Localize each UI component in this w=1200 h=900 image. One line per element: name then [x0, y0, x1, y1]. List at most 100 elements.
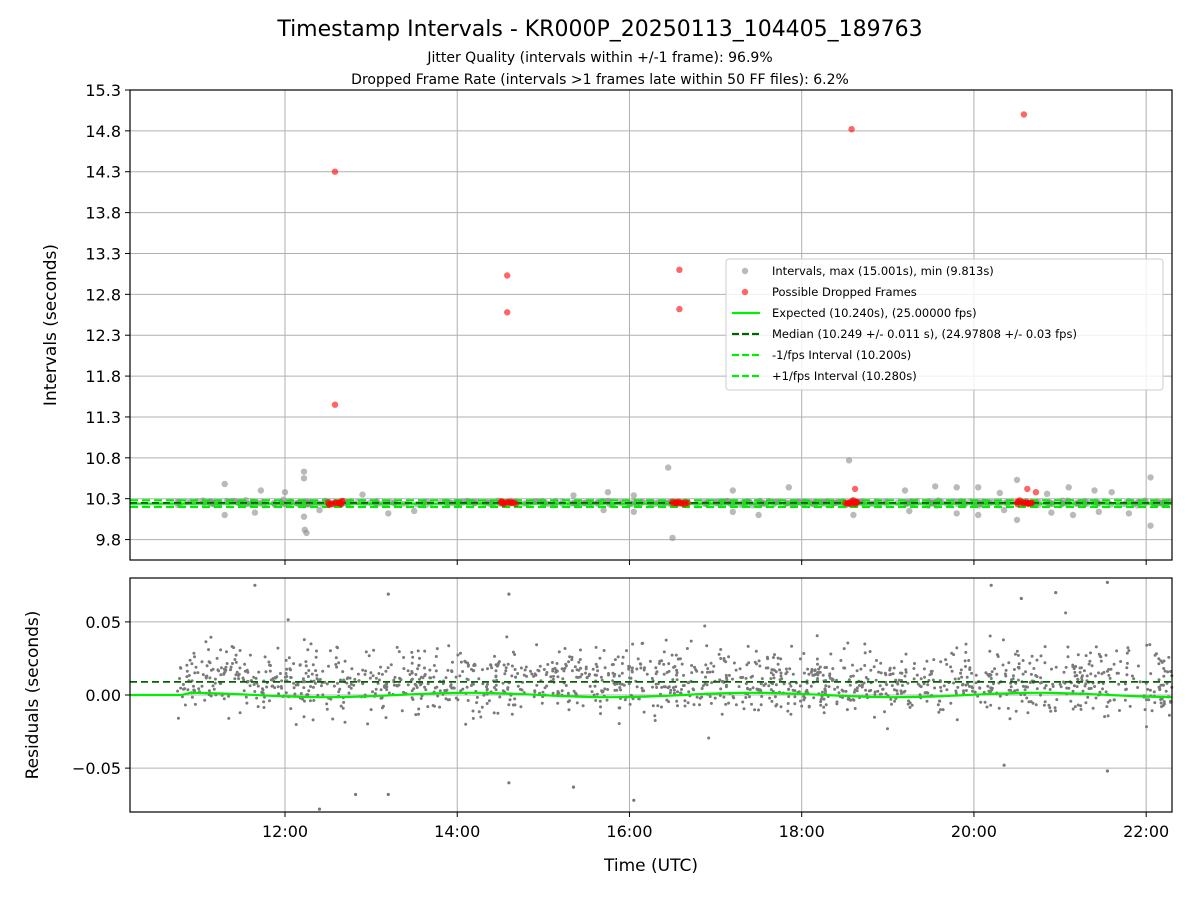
- residual-point: [879, 671, 883, 675]
- residual-point: [653, 714, 657, 718]
- residual-point: [219, 666, 223, 670]
- residual-point: [1003, 672, 1007, 676]
- residual-point: [349, 686, 353, 690]
- residual-point: [471, 709, 475, 713]
- residual-point: [216, 668, 220, 672]
- residual-point: [209, 635, 213, 639]
- residual-point: [1132, 677, 1136, 681]
- residual-point: [759, 682, 763, 686]
- residual-point: [1143, 708, 1147, 712]
- residual-point: [942, 684, 946, 688]
- y-tick-label: 10.8: [85, 449, 121, 468]
- residual-point: [419, 683, 422, 687]
- residual-point: [434, 655, 438, 658]
- residual-point: [767, 684, 771, 688]
- residual-point: [926, 691, 930, 695]
- residual-point: [1074, 665, 1078, 668]
- residual-point: [234, 673, 238, 677]
- residual-point: [823, 688, 827, 692]
- dropped-frame-point: [510, 499, 518, 506]
- residual-point: [420, 694, 424, 698]
- residual-point: [438, 705, 442, 709]
- residual-point: [451, 686, 455, 690]
- residual-point: [1048, 706, 1052, 710]
- residual-point: [974, 673, 978, 677]
- residual-point: [587, 674, 591, 677]
- legend-marker: [741, 288, 749, 296]
- residual-point: [1021, 684, 1025, 688]
- residual-point: [1079, 704, 1083, 708]
- residual-point: [886, 727, 889, 731]
- residual-point: [485, 685, 488, 689]
- residual-point: [529, 669, 532, 673]
- residual-point: [284, 691, 288, 695]
- residual-point: [660, 685, 664, 689]
- residual-point: [952, 681, 956, 685]
- residual-point: [865, 693, 869, 697]
- residual-point: [1099, 655, 1103, 659]
- residual-point: [904, 652, 908, 656]
- residual-point: [447, 644, 451, 648]
- dropped-frame-point: [504, 272, 511, 279]
- residual-point: [254, 676, 258, 680]
- residual-point: [839, 659, 843, 662]
- residual-point: [304, 671, 308, 675]
- residual-point: [1119, 660, 1123, 663]
- residual-point: [551, 677, 555, 681]
- residual-point: [613, 658, 617, 662]
- residual-point: [810, 667, 814, 671]
- residual-point: [292, 686, 296, 690]
- residual-point: [262, 706, 266, 709]
- dropped-frame-point: [851, 485, 859, 493]
- residual-point: [302, 686, 306, 690]
- residual-point: [382, 685, 386, 689]
- intervals-axes-frame: [129, 89, 1173, 561]
- legend-box: [725, 258, 1164, 391]
- residual-point: [384, 669, 388, 673]
- residual-point: [631, 642, 635, 646]
- residual-point: [732, 661, 736, 665]
- interval-point: [1091, 487, 1098, 494]
- residual-point: [386, 592, 390, 596]
- residual-point: [884, 692, 888, 696]
- residual-point: [1082, 669, 1086, 673]
- residual-point: [414, 713, 418, 717]
- residual-point: [335, 645, 339, 649]
- residual-point: [373, 692, 377, 696]
- residual-point: [292, 681, 296, 685]
- residual-point: [642, 668, 646, 672]
- residual-point: [514, 675, 518, 679]
- residual-point: [513, 697, 517, 701]
- residual-point: [594, 662, 598, 666]
- residual-point: [1007, 661, 1011, 665]
- residual-point: [642, 710, 646, 714]
- residual-point: [192, 688, 196, 692]
- residual-point: [1014, 652, 1017, 656]
- residual-point: [1162, 700, 1166, 704]
- residual-point: [1108, 676, 1112, 680]
- y-tick-label: 11.3: [85, 408, 121, 427]
- residual-point: [276, 646, 280, 650]
- residual-point: [791, 672, 795, 676]
- residual-point: [311, 663, 315, 667]
- residual-point: [893, 699, 897, 703]
- residual-point: [908, 705, 912, 709]
- residual-point: [710, 681, 714, 685]
- residual-point: [510, 674, 514, 678]
- residual-point: [475, 701, 479, 705]
- residual-point: [525, 674, 528, 678]
- residual-point: [973, 690, 977, 694]
- residual-point: [1009, 685, 1013, 689]
- residual-point: [970, 671, 974, 675]
- residual-point: [341, 670, 345, 674]
- residual-point: [650, 676, 654, 680]
- residual-point: [778, 668, 782, 672]
- residual-point: [461, 670, 465, 673]
- residual-point: [607, 673, 610, 677]
- dropped-frame-point: [331, 168, 339, 175]
- residual-point: [397, 683, 401, 687]
- residual-point: [798, 684, 802, 688]
- residual-point: [873, 690, 877, 694]
- residual-point: [522, 673, 526, 677]
- residual-point: [1066, 655, 1070, 659]
